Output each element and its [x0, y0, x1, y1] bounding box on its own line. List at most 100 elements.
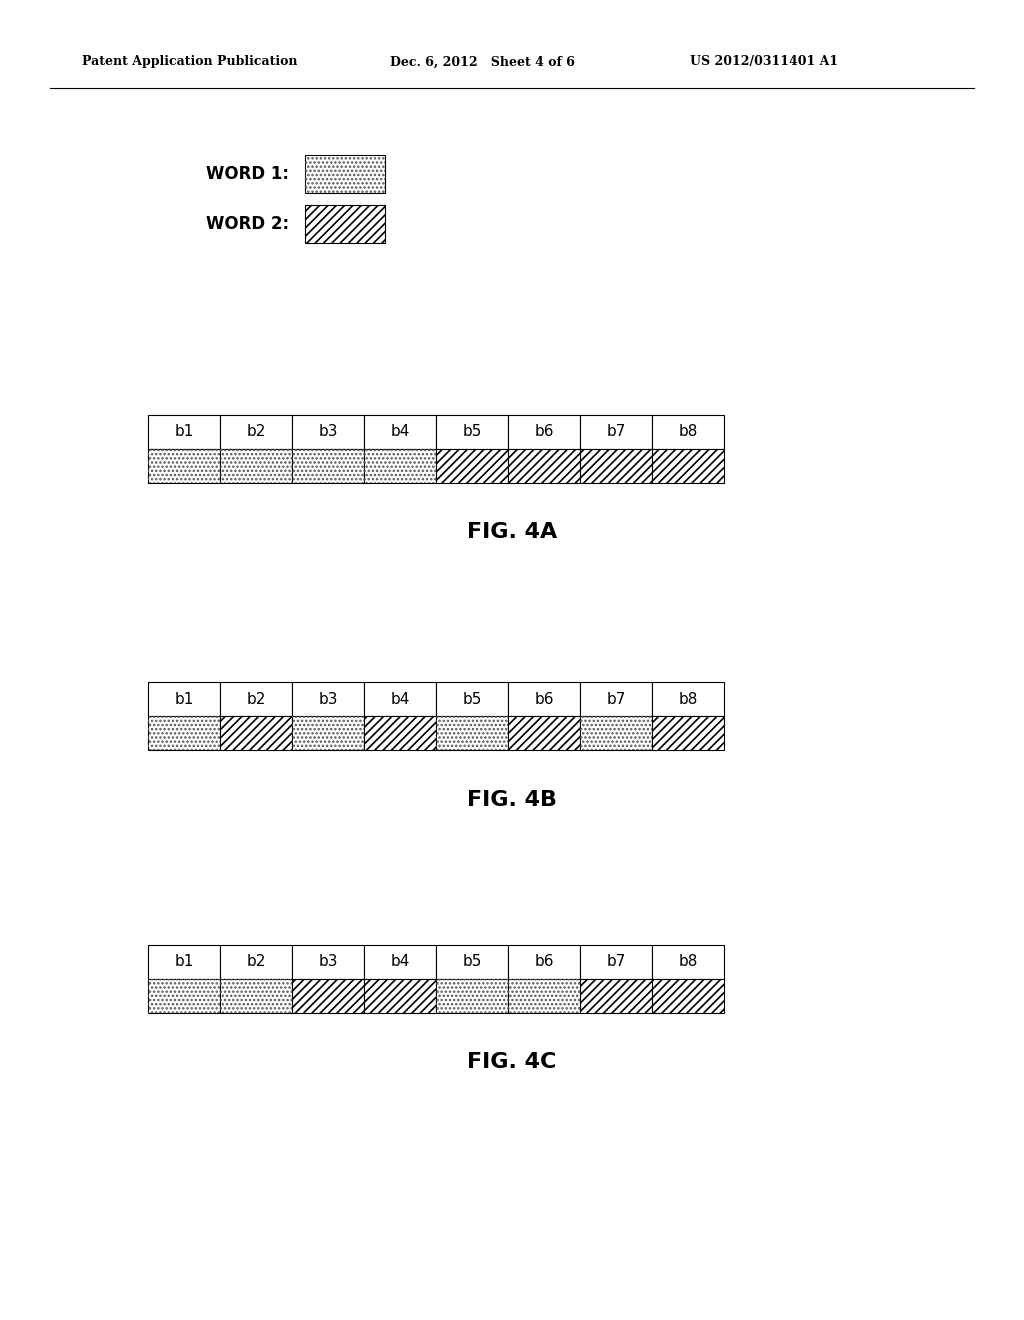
- Text: b1: b1: [174, 692, 194, 706]
- Text: b4: b4: [390, 425, 410, 440]
- Bar: [292, 715, 364, 750]
- Bar: [305, 205, 385, 243]
- Text: FIG. 4B: FIG. 4B: [467, 789, 557, 809]
- Text: b5: b5: [462, 954, 481, 969]
- Bar: [580, 449, 652, 483]
- Bar: [220, 979, 292, 1012]
- Bar: [436, 715, 508, 750]
- Bar: [436, 979, 508, 1012]
- Bar: [220, 449, 292, 483]
- Bar: [220, 715, 292, 750]
- Bar: [364, 715, 436, 750]
- Bar: [292, 979, 364, 1012]
- Bar: [220, 945, 292, 979]
- Text: FIG. 4C: FIG. 4C: [467, 1052, 557, 1072]
- Bar: [580, 945, 652, 979]
- Bar: [652, 979, 724, 1012]
- Text: b1: b1: [174, 954, 194, 969]
- Bar: [292, 414, 364, 449]
- Bar: [305, 154, 385, 193]
- Bar: [508, 979, 580, 1012]
- Bar: [652, 715, 724, 750]
- Bar: [508, 715, 580, 750]
- Bar: [436, 414, 508, 449]
- Bar: [436, 682, 508, 715]
- Text: b6: b6: [535, 692, 554, 706]
- Bar: [220, 682, 292, 715]
- Bar: [148, 449, 220, 483]
- Text: b2: b2: [247, 425, 265, 440]
- Bar: [220, 414, 292, 449]
- Bar: [148, 449, 220, 483]
- Bar: [364, 979, 436, 1012]
- Bar: [148, 945, 220, 979]
- Bar: [580, 449, 652, 483]
- Bar: [580, 979, 652, 1012]
- Bar: [508, 449, 580, 483]
- Bar: [508, 945, 580, 979]
- Bar: [652, 715, 724, 750]
- Bar: [148, 715, 220, 750]
- Bar: [436, 449, 508, 483]
- Bar: [364, 449, 436, 483]
- Bar: [364, 979, 436, 1012]
- Text: b2: b2: [247, 692, 265, 706]
- Text: b3: b3: [318, 692, 338, 706]
- Text: b7: b7: [606, 954, 626, 969]
- Text: b5: b5: [462, 425, 481, 440]
- Text: b4: b4: [390, 954, 410, 969]
- Bar: [364, 715, 436, 750]
- Text: b6: b6: [535, 954, 554, 969]
- Text: b3: b3: [318, 425, 338, 440]
- Bar: [508, 715, 580, 750]
- Bar: [436, 979, 508, 1012]
- Bar: [652, 449, 724, 483]
- Text: b8: b8: [678, 425, 697, 440]
- Bar: [292, 449, 364, 483]
- Bar: [148, 979, 220, 1012]
- Text: b7: b7: [606, 425, 626, 440]
- Bar: [580, 979, 652, 1012]
- Bar: [508, 682, 580, 715]
- Text: Patent Application Publication: Patent Application Publication: [82, 55, 298, 69]
- Bar: [652, 682, 724, 715]
- Bar: [508, 449, 580, 483]
- Bar: [652, 414, 724, 449]
- Bar: [436, 715, 508, 750]
- Bar: [436, 449, 508, 483]
- Bar: [580, 715, 652, 750]
- Bar: [436, 945, 508, 979]
- Bar: [652, 979, 724, 1012]
- Text: b5: b5: [462, 692, 481, 706]
- Text: WORD 2:: WORD 2:: [206, 215, 289, 234]
- Bar: [364, 945, 436, 979]
- Bar: [220, 449, 292, 483]
- Bar: [148, 682, 220, 715]
- Text: b6: b6: [535, 425, 554, 440]
- Bar: [508, 979, 580, 1012]
- Bar: [292, 715, 364, 750]
- Text: FIG. 4A: FIG. 4A: [467, 523, 557, 543]
- Bar: [292, 979, 364, 1012]
- Text: b1: b1: [174, 425, 194, 440]
- Text: b2: b2: [247, 954, 265, 969]
- Bar: [148, 979, 220, 1012]
- Bar: [220, 979, 292, 1012]
- Text: b7: b7: [606, 692, 626, 706]
- Bar: [364, 449, 436, 483]
- Text: b8: b8: [678, 954, 697, 969]
- Bar: [305, 205, 385, 243]
- Bar: [580, 682, 652, 715]
- Bar: [292, 449, 364, 483]
- Text: b8: b8: [678, 692, 697, 706]
- Bar: [292, 682, 364, 715]
- Bar: [292, 945, 364, 979]
- Text: WORD 1:: WORD 1:: [206, 165, 289, 183]
- Bar: [148, 414, 220, 449]
- Bar: [148, 715, 220, 750]
- Bar: [305, 154, 385, 193]
- Text: b4: b4: [390, 692, 410, 706]
- Bar: [580, 414, 652, 449]
- Bar: [364, 682, 436, 715]
- Bar: [580, 715, 652, 750]
